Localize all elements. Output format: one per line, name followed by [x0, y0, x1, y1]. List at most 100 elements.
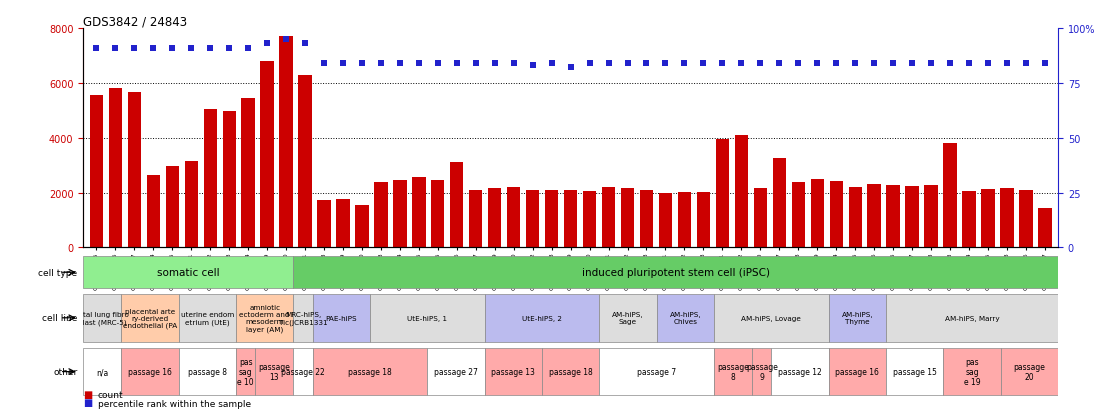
- Bar: [90, 96, 103, 248]
- Bar: [294, 348, 312, 396]
- Bar: [236, 348, 255, 396]
- Point: [789, 61, 807, 67]
- Text: cell type: cell type: [39, 268, 78, 277]
- Text: passage 18: passage 18: [548, 367, 593, 376]
- Bar: [868, 184, 881, 248]
- Bar: [356, 206, 369, 248]
- Text: UtE-hiPS, 2: UtE-hiPS, 2: [522, 315, 562, 321]
- Point: [732, 61, 750, 67]
- Point: [599, 61, 617, 67]
- Bar: [1001, 188, 1014, 248]
- Point: [676, 61, 694, 67]
- Point: [998, 61, 1016, 67]
- Bar: [83, 257, 294, 288]
- Point: [315, 61, 332, 67]
- Bar: [317, 201, 330, 248]
- Bar: [791, 182, 804, 248]
- Point: [543, 61, 561, 67]
- Bar: [564, 190, 577, 248]
- Bar: [1038, 209, 1051, 248]
- Point: [125, 45, 143, 52]
- Point: [979, 61, 997, 67]
- Bar: [829, 348, 886, 396]
- Point: [202, 45, 219, 52]
- Point: [751, 61, 769, 67]
- Bar: [83, 294, 122, 342]
- Text: passage 16: passage 16: [129, 367, 172, 376]
- Text: UtE-hiPS, 1: UtE-hiPS, 1: [408, 315, 448, 321]
- Text: amniotic
ectoderm and
mesoderm
layer (AM): amniotic ectoderm and mesoderm layer (AM…: [239, 304, 290, 332]
- Point: [618, 61, 636, 67]
- Bar: [886, 186, 900, 248]
- Point: [220, 45, 238, 52]
- Bar: [599, 348, 714, 396]
- Bar: [714, 348, 752, 396]
- Bar: [431, 180, 444, 248]
- Bar: [122, 294, 178, 342]
- Point: [277, 36, 295, 43]
- Point: [562, 65, 579, 71]
- Point: [941, 61, 958, 67]
- Bar: [260, 62, 274, 248]
- Point: [809, 61, 827, 67]
- Text: pas
sag
e 10: pas sag e 10: [237, 357, 254, 387]
- Text: pas
sag
e 19: pas sag e 19: [964, 357, 981, 387]
- Point: [353, 61, 371, 67]
- Bar: [127, 93, 141, 248]
- Bar: [294, 294, 312, 342]
- Bar: [507, 187, 521, 248]
- Point: [524, 63, 542, 69]
- Bar: [178, 294, 236, 342]
- Point: [714, 61, 731, 67]
- Point: [695, 61, 712, 67]
- Text: passage 16: passage 16: [835, 367, 880, 376]
- Bar: [484, 294, 599, 342]
- Text: PAE-hiPS: PAE-hiPS: [326, 315, 357, 321]
- Text: cell line: cell line: [42, 313, 78, 323]
- Text: passage
20: passage 20: [1014, 362, 1046, 381]
- Bar: [312, 348, 428, 396]
- Point: [466, 61, 484, 67]
- Bar: [829, 294, 886, 342]
- Bar: [716, 140, 729, 248]
- Text: AM-hiPS,
Thyme: AM-hiPS, Thyme: [842, 311, 873, 325]
- Bar: [294, 257, 1058, 288]
- Bar: [185, 161, 198, 248]
- Bar: [659, 194, 673, 248]
- Text: fetal lung fibro
blast (MRC-5): fetal lung fibro blast (MRC-5): [75, 311, 129, 325]
- Point: [144, 45, 162, 52]
- Bar: [602, 187, 615, 248]
- Point: [903, 61, 921, 67]
- Point: [448, 61, 465, 67]
- Bar: [279, 37, 293, 248]
- Text: percentile rank within the sample: percentile rank within the sample: [98, 399, 250, 408]
- Bar: [678, 192, 691, 248]
- Bar: [886, 294, 1058, 342]
- Bar: [370, 294, 484, 342]
- Text: passage 27: passage 27: [434, 367, 478, 376]
- Bar: [255, 348, 294, 396]
- Bar: [1019, 191, 1033, 248]
- Point: [1017, 61, 1035, 67]
- Text: passage
8: passage 8: [717, 362, 749, 381]
- Point: [637, 61, 655, 67]
- Text: passage 13: passage 13: [491, 367, 535, 376]
- Bar: [204, 109, 217, 248]
- Bar: [943, 348, 1001, 396]
- Point: [296, 41, 314, 47]
- Bar: [393, 180, 407, 248]
- Text: MRC-hiPS,
Tic(JCRB1331: MRC-hiPS, Tic(JCRB1331: [278, 311, 327, 325]
- Point: [88, 45, 105, 52]
- Bar: [714, 294, 829, 342]
- Text: passage 8: passage 8: [188, 367, 227, 376]
- Text: passage 12: passage 12: [778, 367, 822, 376]
- Point: [429, 61, 447, 67]
- Bar: [178, 348, 236, 396]
- Point: [183, 45, 201, 52]
- Bar: [337, 199, 350, 248]
- Bar: [697, 192, 710, 248]
- Point: [391, 61, 409, 67]
- Bar: [771, 348, 829, 396]
- Bar: [849, 188, 862, 248]
- Text: AM-hiPS,
Sage: AM-hiPS, Sage: [612, 311, 644, 325]
